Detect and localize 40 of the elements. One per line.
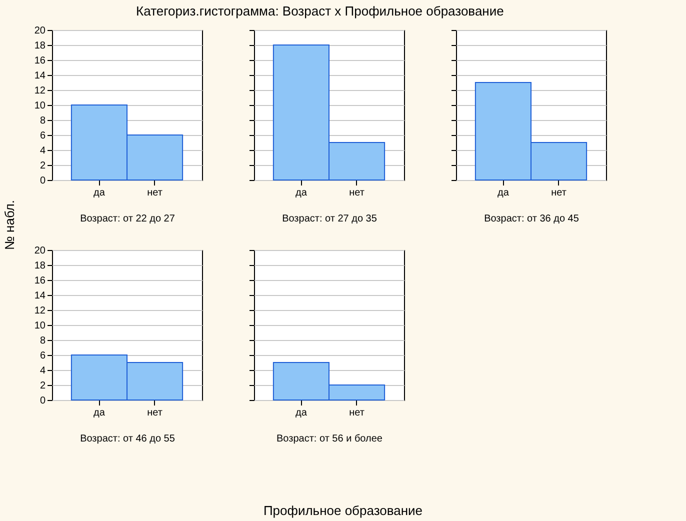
x-axis-title: Возраст: от 27 до 35 (282, 214, 378, 224)
x-tick-label: нет (349, 408, 365, 418)
y-tick-label: 16 (34, 56, 46, 66)
x-tick-label: нет (147, 188, 163, 198)
y-tick-label: 6 (40, 130, 46, 142)
y-tick-label: 0 (40, 396, 46, 406)
y-tick-label: 8 (40, 336, 46, 346)
x-tick-label: нет (147, 408, 163, 418)
y-tick-label: 12 (34, 306, 46, 316)
y-tick-label: 12 (34, 86, 46, 96)
x-tick-label: нет (349, 188, 365, 198)
x-tick-label: да (94, 408, 106, 418)
x-axis-title: Возраст: от 22 до 27 (80, 214, 176, 224)
x-tick-label: да (498, 188, 510, 198)
x-tick-label: да (296, 188, 308, 198)
y-tick-label: 16 (34, 276, 46, 286)
y-tick-label: 4 (40, 146, 46, 156)
y-tick-label: 20 (34, 246, 46, 256)
y-tick-label: 18 (34, 260, 46, 272)
y-tick-label: 0 (40, 176, 46, 186)
y-tick-label: 10 (34, 100, 46, 112)
x-axis-title: Возраст: от 36 до 45 (484, 214, 580, 224)
x-tick-label: да (296, 408, 308, 418)
y-tick-label: 10 (34, 320, 46, 332)
y-tick-label: 2 (40, 160, 46, 172)
x-tick-label: да (94, 188, 106, 198)
y-tick-label: 20 (34, 26, 46, 36)
y-tick-label: 2 (40, 380, 46, 392)
text: Категориз.гистограмма: Возраст x Профильное образование (136, 4, 504, 18)
text: Профильное образование (262, 503, 424, 518)
y-tick-label: 14 (34, 70, 46, 82)
x-axis-title: Возраст: от 46 до 55 (80, 434, 176, 444)
y-tick-label: 6 (40, 350, 46, 362)
x-axis-title: Возраст: от 56 и более (276, 434, 383, 444)
x-tick-label: нет (551, 188, 567, 198)
y-axis-title: № набл. (2, 200, 17, 250)
y-tick-label: 14 (34, 290, 46, 302)
y-tick-label: 18 (34, 40, 46, 52)
y-tick-label: 8 (40, 116, 46, 126)
y-tick-label: 4 (40, 366, 46, 376)
